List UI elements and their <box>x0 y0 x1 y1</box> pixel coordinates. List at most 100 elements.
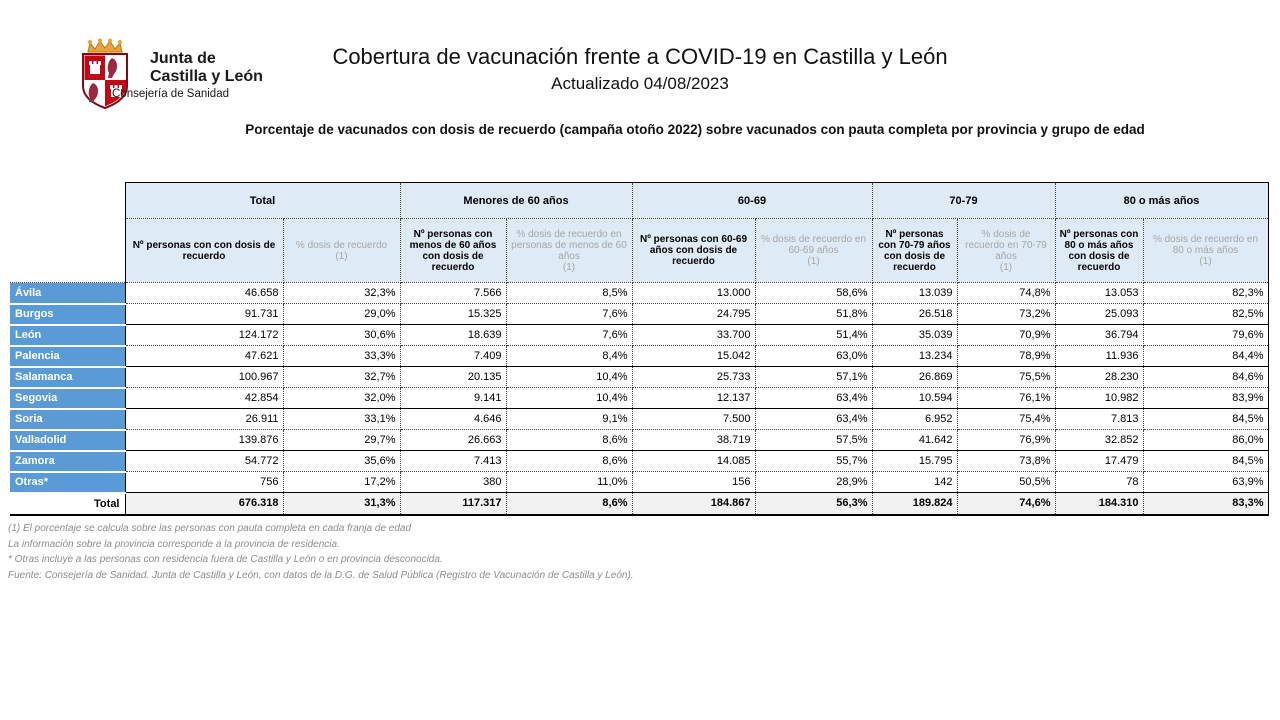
province-label: Palencia <box>10 345 125 368</box>
footnote-3: Fuente: Consejería de Sanidad. Junta de … <box>8 569 634 581</box>
cell-value: 7.813 <box>1055 408 1144 430</box>
cell-value: 15.325 <box>400 303 507 325</box>
cell-value: 47.621 <box>124 345 284 367</box>
table-caption: Porcentaje de vacunados con dosis de rec… <box>245 122 1145 137</box>
cell-value: 42.854 <box>124 387 284 409</box>
subheader-pct-0: % dosis de recuerdo (1) <box>283 218 401 283</box>
cell-value: 73,8% <box>957 450 1056 472</box>
cell-value: 9,1% <box>506 408 633 430</box>
cell-value: 7.566 <box>400 282 507 304</box>
table-row: Salamanca 100.967 32,7% 20.135 10,4% 25.733 57… <box>10 366 1269 389</box>
cell-value: 55,7% <box>755 450 873 472</box>
subheader-pct-2: % dosis de recuerdo en 60-69 años (1) <box>755 218 873 283</box>
table-row: Burgos 91.731 29,0% 15.325 7,6% 24.795 51,8% 26… <box>10 303 1269 326</box>
org-name: Junta de Castilla y León <box>150 50 263 86</box>
table-row: Segovia 42.854 32,0% 9.141 10,4% 12.137 63,4% 1… <box>10 387 1269 410</box>
cell-value: 15.795 <box>872 450 958 472</box>
cell-value: 76,9% <box>957 429 1056 451</box>
cell-value: 7,6% <box>506 324 633 346</box>
cell-value: 57,1% <box>755 366 873 388</box>
cell-value: 10.594 <box>872 387 958 409</box>
footnote-1: La información sobre la provincia corres… <box>8 538 340 550</box>
cell-value: 8,6% <box>506 450 633 472</box>
table-row: Ávila 46.658 32,3% 7.566 8,5% 13.000 58,6% 13.0… <box>10 282 1269 305</box>
cell-value: 70,9% <box>957 324 1056 346</box>
total-cell-value: 117.317 <box>400 492 507 516</box>
cell-value: 26.518 <box>872 303 958 325</box>
cell-value: 380 <box>400 471 507 493</box>
cell-value: 4.646 <box>400 408 507 430</box>
total-cell-value: 8,6% <box>506 492 633 516</box>
cell-value: 51,4% <box>755 324 873 346</box>
cell-value: 26.663 <box>400 429 507 451</box>
cell-value: 11,0% <box>506 471 633 493</box>
cell-value: 13.039 <box>872 282 958 304</box>
subheader-pct-4: % dosis de recuerdo en 80 o más años (1) <box>1143 218 1269 283</box>
cell-value: 14.085 <box>632 450 756 472</box>
cell-value: 41.642 <box>872 429 958 451</box>
cell-value: 33,1% <box>283 408 401 430</box>
cell-value: 25.093 <box>1055 303 1144 325</box>
cell-value: 32,3% <box>283 282 401 304</box>
table-row: Soria 26.911 33,1% 4.646 9,1% 7.500 63,4% 6.952… <box>10 408 1269 431</box>
table-corner <box>10 182 125 283</box>
cell-value: 139.876 <box>124 429 284 451</box>
province-label: Burgos <box>10 303 125 326</box>
cell-value: 32,7% <box>283 366 401 388</box>
cell-value: 76,1% <box>957 387 1056 409</box>
table-row: Otras* 756 17,2% 380 11,0% 156 28,9% 142 50,5% 78… <box>10 471 1269 494</box>
cell-value: 78 <box>1055 471 1144 493</box>
total-cell-value: 184.310 <box>1055 492 1144 516</box>
cell-value: 156 <box>632 471 756 493</box>
cell-value: 82,5% <box>1143 303 1269 325</box>
cell-value: 74,8% <box>957 282 1056 304</box>
table-row: León 124.172 30,6% 18.639 7,6% 33.700 51,4% 35.… <box>10 324 1269 347</box>
cell-value: 7.409 <box>400 345 507 367</box>
cell-value: 9.141 <box>400 387 507 409</box>
cell-value: 10.982 <box>1055 387 1144 409</box>
total-cell-value: 74,6% <box>957 492 1056 516</box>
cell-value: 20.135 <box>400 366 507 388</box>
cell-value: 30,6% <box>283 324 401 346</box>
cell-value: 124.172 <box>124 324 284 346</box>
cell-value: 46.658 <box>124 282 284 304</box>
province-label: León <box>10 324 125 347</box>
cell-value: 32,0% <box>283 387 401 409</box>
cell-value: 28.230 <box>1055 366 1144 388</box>
cell-value: 17.479 <box>1055 450 1144 472</box>
total-cell-value: 56,3% <box>755 492 873 516</box>
cell-value: 82,3% <box>1143 282 1269 304</box>
updated-date: Actualizado 04/08/2023 <box>551 74 729 93</box>
cell-value: 17,2% <box>283 471 401 493</box>
cell-value: 91.731 <box>124 303 284 325</box>
cell-value: 13.000 <box>632 282 756 304</box>
junta-castilla-leon-crest-icon <box>82 38 128 110</box>
cell-value: 38.719 <box>632 429 756 451</box>
cell-value: 86,0% <box>1143 429 1269 451</box>
subheader-num-3: Nº personas con 70-79 años con dosis de … <box>872 218 958 283</box>
cell-value: 24.795 <box>632 303 756 325</box>
cell-value: 13.053 <box>1055 282 1144 304</box>
province-label: Zamora <box>10 450 125 473</box>
subheader-num-1: Nº personas con menos de 60 años con dos… <box>400 218 507 283</box>
cell-value: 15.042 <box>632 345 756 367</box>
footnotes: (1) El porcentaje se calcula sobre las p… <box>8 521 634 583</box>
cell-value: 57,5% <box>755 429 873 451</box>
group-header-0: Total <box>124 182 401 219</box>
cell-value: 35.039 <box>872 324 958 346</box>
cell-value: 84,5% <box>1143 408 1269 430</box>
cell-value: 8,5% <box>506 282 633 304</box>
group-header-3: 70-79 <box>872 182 1056 219</box>
cell-value: 54.772 <box>124 450 284 472</box>
total-label: Total <box>10 492 125 516</box>
cell-value: 13.234 <box>872 345 958 367</box>
total-row: Total 676.318 31,3% 117.317 8,6% 184.867 56,3%… <box>10 492 1269 516</box>
cell-value: 7.413 <box>400 450 507 472</box>
cell-value: 7.500 <box>632 408 756 430</box>
cell-value: 84,4% <box>1143 345 1269 367</box>
org-name-line2: Castilla y León <box>150 68 263 85</box>
total-cell-value: 189.824 <box>872 492 958 516</box>
cell-value: 10,4% <box>506 387 633 409</box>
cell-value: 33.700 <box>632 324 756 346</box>
cell-value: 35,6% <box>283 450 401 472</box>
